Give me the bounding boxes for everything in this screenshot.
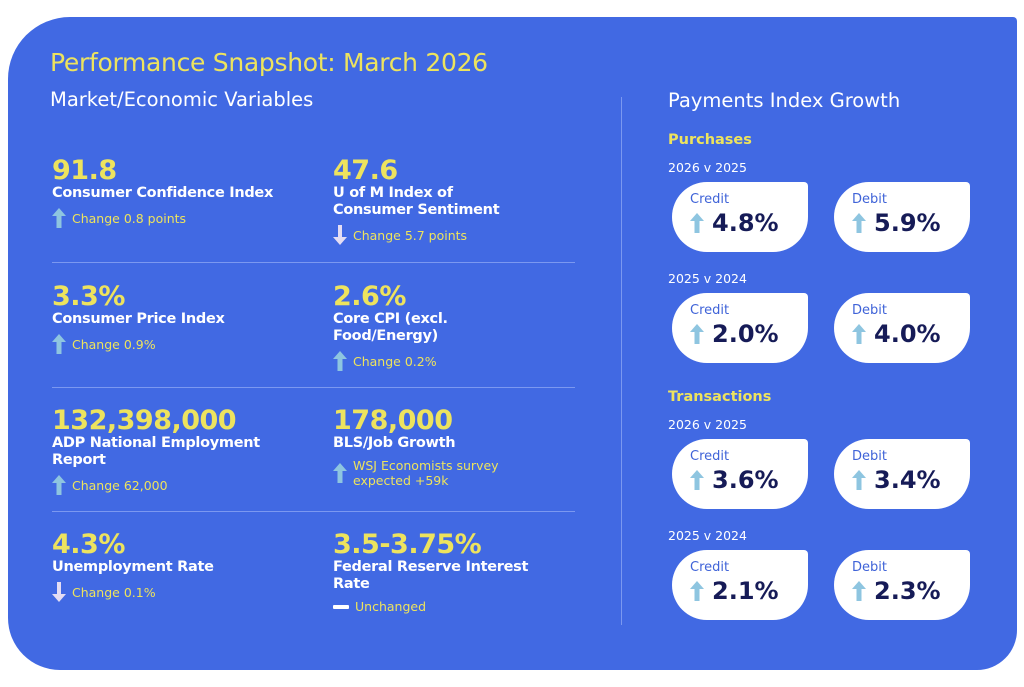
metric-value: 132,398,000 bbox=[52, 405, 237, 436]
metric-label: Unemployment Rate bbox=[52, 559, 214, 575]
section-purchases: Purchases bbox=[668, 132, 752, 148]
period-label: 2026 v 2025 bbox=[668, 417, 747, 432]
debit-label: Debit bbox=[852, 449, 887, 464]
metric-change: Unchanged bbox=[355, 599, 427, 614]
page-title: Performance Snapshot: March 2026 bbox=[50, 48, 488, 77]
metric-label: Core CPI (excl. Food/Energy) bbox=[333, 311, 448, 344]
arrow-up-icon bbox=[52, 334, 66, 354]
metric-change: Change 0.8 points bbox=[72, 210, 187, 226]
credit-growth-pill: Credit 4.8% bbox=[672, 182, 808, 252]
arrow-up-icon bbox=[852, 213, 866, 233]
credit-growth-pill: Credit 2.1% bbox=[672, 550, 808, 620]
metric-value: 3.5-3.75% bbox=[333, 529, 482, 560]
arrow-down-icon bbox=[333, 225, 347, 245]
debit-label: Debit bbox=[852, 303, 887, 318]
arrow-up-icon bbox=[690, 470, 704, 490]
metric-label: U of M Index of Consumer Sentiment bbox=[333, 185, 500, 218]
metric-value: 3.3% bbox=[52, 281, 125, 312]
metric-value: 2.6% bbox=[333, 281, 406, 312]
arrow-up-icon bbox=[333, 351, 347, 371]
metric-value: 4.3% bbox=[52, 529, 125, 560]
credit-label: Credit bbox=[690, 192, 730, 207]
metric-change: Change 0.2% bbox=[353, 353, 437, 369]
divider bbox=[52, 387, 575, 388]
period-label: 2026 v 2025 bbox=[668, 160, 747, 175]
unchanged-dash-icon bbox=[333, 604, 349, 609]
arrow-up-icon bbox=[690, 324, 704, 344]
debit-value: 5.9% bbox=[874, 209, 941, 237]
period-label: 2025 v 2024 bbox=[668, 271, 747, 286]
debit-growth-pill: Debit 5.9% bbox=[834, 182, 970, 252]
arrow-up-icon bbox=[333, 463, 347, 483]
metric-label: BLS/Job Growth bbox=[333, 435, 456, 451]
metric-change: Change 0.9% bbox=[72, 336, 156, 352]
metric-value: 91.8 bbox=[52, 155, 117, 186]
metric-card: 91.8 Consumer Confidence Index Change 0.… bbox=[52, 157, 312, 228]
debit-label: Debit bbox=[852, 560, 887, 575]
arrow-down-icon bbox=[52, 582, 66, 602]
arrow-up-icon bbox=[852, 324, 866, 344]
metric-label: Consumer Confidence Index bbox=[52, 185, 274, 201]
debit-growth-pill: Debit 4.0% bbox=[834, 293, 970, 363]
debit-value: 4.0% bbox=[874, 320, 941, 348]
debit-growth-pill: Debit 2.3% bbox=[834, 550, 970, 620]
credit-value: 2.0% bbox=[712, 320, 779, 348]
debit-label: Debit bbox=[852, 192, 887, 207]
period-label: 2025 v 2024 bbox=[668, 528, 747, 543]
metric-change: WSJ Economists survey expected +59k bbox=[353, 458, 499, 488]
metric-change: Change 62,000 bbox=[72, 477, 168, 493]
credit-value: 4.8% bbox=[712, 209, 779, 237]
metric-label: ADP National Employment Report bbox=[52, 435, 260, 468]
metric-card: 3.5-3.75% Federal Reserve Interest Rate … bbox=[333, 531, 533, 614]
metric-value: 47.6 bbox=[333, 155, 398, 186]
metric-card: 178,000 BLS/Job Growth WSJ Economists su… bbox=[333, 407, 523, 488]
arrow-up-icon bbox=[690, 213, 704, 233]
section-title-market: Market/Economic Variables bbox=[50, 88, 314, 111]
credit-growth-pill: Credit 3.6% bbox=[672, 439, 808, 509]
arrow-up-icon bbox=[690, 581, 704, 601]
credit-value: 3.6% bbox=[712, 466, 779, 494]
credit-label: Credit bbox=[690, 303, 730, 318]
section-transactions: Transactions bbox=[668, 389, 772, 405]
credit-value: 2.1% bbox=[712, 577, 779, 605]
metric-label: Consumer Price Index bbox=[52, 311, 225, 327]
metric-card: 3.3% Consumer Price Index Change 0.9% bbox=[52, 283, 312, 354]
debit-growth-pill: Debit 3.4% bbox=[834, 439, 970, 509]
metric-value: 178,000 bbox=[333, 405, 453, 436]
metric-card: 132,398,000 ADP National Employment Repo… bbox=[52, 407, 312, 495]
metric-change: Change 5.7 points bbox=[353, 227, 468, 243]
divider bbox=[52, 511, 575, 512]
arrow-up-icon bbox=[852, 470, 866, 490]
metric-change: Change 0.1% bbox=[72, 584, 156, 600]
arrow-up-icon bbox=[52, 475, 66, 495]
credit-growth-pill: Credit 2.0% bbox=[672, 293, 808, 363]
credit-label: Credit bbox=[690, 449, 730, 464]
debit-value: 2.3% bbox=[874, 577, 941, 605]
debit-value: 3.4% bbox=[874, 466, 941, 494]
arrow-up-icon bbox=[852, 581, 866, 601]
section-title-payments: Payments Index Growth bbox=[668, 89, 901, 112]
arrow-up-icon bbox=[52, 208, 66, 228]
metric-card: 2.6% Core CPI (excl. Food/Energy) Change… bbox=[333, 283, 523, 371]
credit-label: Credit bbox=[690, 560, 730, 575]
divider bbox=[52, 262, 575, 263]
vertical-divider bbox=[621, 97, 622, 625]
metric-card: 47.6 U of M Index of Consumer Sentiment … bbox=[333, 157, 533, 245]
metric-card: 4.3% Unemployment Rate Change 0.1% bbox=[52, 531, 252, 602]
metric-label: Federal Reserve Interest Rate bbox=[333, 559, 529, 592]
